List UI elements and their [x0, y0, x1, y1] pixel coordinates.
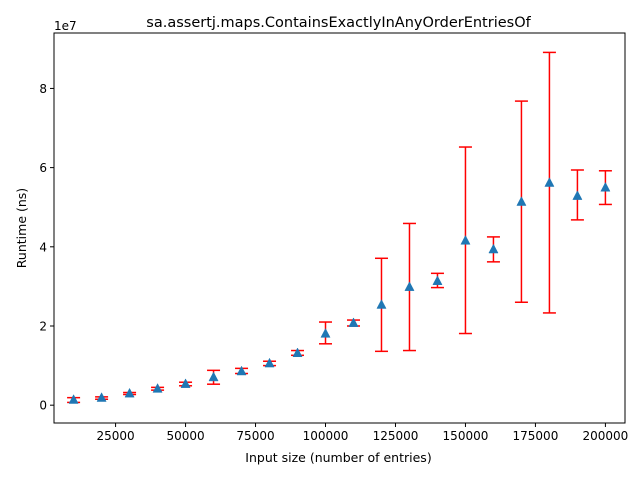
data-point — [544, 177, 555, 187]
data-point — [236, 365, 247, 376]
y-tick-label: 2 — [39, 319, 47, 333]
x-tick-label: 100000 — [303, 429, 349, 443]
y-tick-label: 4 — [39, 240, 47, 254]
x-tick-label: 75000 — [236, 429, 274, 443]
data-point — [516, 196, 527, 206]
x-tick-label: 200000 — [583, 429, 629, 443]
y-tick-label: 0 — [39, 399, 47, 413]
data-point — [152, 383, 163, 393]
y-axis-multiplier: 1e7 — [54, 19, 77, 33]
data-point — [180, 378, 191, 388]
y-axis-ticks: 0 2 4 6 8 — [39, 82, 54, 413]
data-point — [572, 190, 583, 200]
x-tick-label: 25000 — [96, 429, 134, 443]
data-markers — [68, 177, 611, 404]
data-point — [404, 281, 415, 291]
x-tick-label: 175000 — [513, 429, 559, 443]
y-tick-label: 6 — [39, 161, 47, 175]
plot-area — [67, 51, 612, 404]
x-axis-ticks: 25000 50000 75000 100000 125000 150000 175000 2… — [96, 423, 628, 443]
x-tick-label: 150000 — [443, 429, 489, 443]
data-point — [208, 371, 219, 382]
data-point — [488, 243, 499, 254]
x-tick-label: 50000 — [166, 429, 204, 443]
x-axis-label: Input size (number of entries) — [245, 450, 431, 465]
data-point — [292, 347, 303, 358]
y-axis-label: Runtime (ns) — [14, 188, 29, 268]
axes-frame — [53, 32, 626, 424]
data-point — [124, 387, 135, 398]
data-point — [68, 394, 79, 404]
chart-title: sa.assertj.maps.ContainsExactlyInAnyOrde… — [146, 15, 531, 31]
data-point — [348, 317, 359, 327]
data-point — [320, 328, 331, 338]
data-point — [96, 392, 107, 402]
y-tick-label: 8 — [39, 82, 47, 96]
data-point — [432, 275, 443, 285]
data-point — [460, 235, 471, 245]
x-tick-label: 125000 — [373, 429, 419, 443]
data-point — [264, 357, 275, 368]
data-point — [376, 299, 387, 309]
data-point — [600, 181, 611, 192]
